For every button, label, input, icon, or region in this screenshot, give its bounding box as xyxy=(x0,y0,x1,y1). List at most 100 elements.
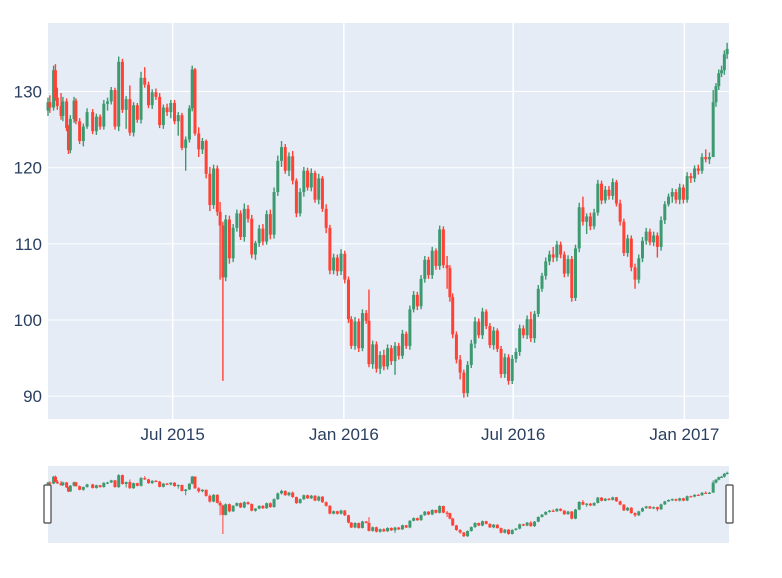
candle-body xyxy=(339,253,343,272)
mini-candle xyxy=(648,505,652,509)
candle-body xyxy=(276,160,280,193)
mini-candle-body xyxy=(438,506,442,513)
candle-increasing xyxy=(596,179,600,216)
mini-candle-body xyxy=(294,497,298,504)
mini-candle-body xyxy=(581,501,585,505)
candle-increasing xyxy=(711,90,715,158)
candle-body xyxy=(570,259,574,298)
candle-body xyxy=(637,258,641,280)
candle-increasing xyxy=(85,108,89,129)
candle-decreasing xyxy=(268,209,272,240)
mini-candle xyxy=(626,507,630,512)
candle-decreasing xyxy=(458,355,462,380)
mini-candle xyxy=(382,528,386,533)
candle-increasing xyxy=(378,351,382,375)
candle-body xyxy=(503,357,507,375)
mini-candle xyxy=(317,495,321,502)
mini-candle-body xyxy=(573,509,577,519)
candle-increasing xyxy=(46,97,50,116)
mini-candle-body xyxy=(378,529,382,532)
candle-body xyxy=(169,102,173,113)
candle-increasing xyxy=(637,254,641,284)
mini-candle xyxy=(644,505,648,509)
mini-candle-body xyxy=(423,511,427,516)
mini-candle-body xyxy=(91,484,95,488)
candle-body xyxy=(640,240,644,259)
candle-decreasing xyxy=(120,58,124,113)
candle-increasing xyxy=(585,213,589,234)
candle-body xyxy=(349,319,353,346)
candle-body xyxy=(317,178,321,200)
candle-increasing xyxy=(81,123,85,147)
candle-increasing xyxy=(720,65,724,78)
candle-body xyxy=(371,344,375,365)
mini-candle xyxy=(72,481,76,487)
mini-candle xyxy=(146,478,150,484)
mini-candle-body xyxy=(466,531,470,537)
candle-increasing xyxy=(573,244,577,301)
candle-body xyxy=(353,321,357,346)
mini-candle xyxy=(430,509,434,516)
candle-body xyxy=(547,254,551,262)
mini-candle-body xyxy=(696,494,700,497)
mini-candle xyxy=(360,520,364,529)
candle-decreasing xyxy=(283,144,287,174)
rangeslider-right-handle[interactable] xyxy=(725,484,734,524)
mini-candle xyxy=(469,526,473,532)
mini-candle-body xyxy=(204,489,208,496)
candle-body xyxy=(438,229,442,266)
mini-candle-body xyxy=(499,528,503,533)
candle-body xyxy=(551,254,555,258)
main-candles xyxy=(46,42,729,398)
mini-candle-body xyxy=(514,528,518,530)
candle-body xyxy=(484,311,488,327)
candle-decreasing xyxy=(655,232,659,258)
candle-body xyxy=(693,168,697,179)
mini-candle-body xyxy=(102,482,106,488)
mini-candle xyxy=(629,507,633,514)
mini-candle xyxy=(335,510,339,515)
mini-candle xyxy=(150,480,154,484)
rangeslider-background[interactable] xyxy=(48,466,729,543)
mini-candle-body xyxy=(722,473,726,477)
candle-body xyxy=(165,107,169,113)
mini-candle xyxy=(291,491,295,498)
mini-candle xyxy=(193,476,197,489)
candle-decreasing xyxy=(382,349,386,371)
candle-body xyxy=(81,126,85,142)
mini-candle-body xyxy=(503,529,507,533)
candle-decreasing xyxy=(173,99,177,125)
mini-candle xyxy=(91,483,95,489)
candle-increasing xyxy=(169,99,173,119)
mini-candle xyxy=(339,509,343,515)
mini-candle xyxy=(503,528,507,534)
rangeslider-left-handle[interactable] xyxy=(43,484,52,524)
mini-candle-body xyxy=(61,482,65,486)
candle-body xyxy=(235,213,239,228)
mini-candle-body xyxy=(510,529,514,534)
candle-body xyxy=(441,229,445,266)
mini-candle xyxy=(707,491,711,494)
mini-candle xyxy=(59,480,63,486)
candle-body xyxy=(200,141,204,150)
candle-body xyxy=(592,212,596,227)
mini-candle xyxy=(78,485,82,491)
candle-increasing xyxy=(492,326,496,350)
mini-candle-body xyxy=(681,498,685,501)
mini-candle-body xyxy=(98,485,102,488)
mini-candle-body xyxy=(335,511,339,514)
candle-increasing xyxy=(150,89,154,110)
mini-candle xyxy=(495,524,499,529)
mini-candle-body xyxy=(161,483,165,487)
mini-candle xyxy=(102,482,106,488)
mini-candle xyxy=(68,484,72,493)
mini-candle-body xyxy=(451,518,455,526)
candle-increasing xyxy=(68,115,72,154)
mini-candle xyxy=(343,509,347,517)
candle-body xyxy=(480,311,484,336)
candle-body xyxy=(239,213,243,237)
mini-candle-body xyxy=(547,510,551,512)
mini-candle-body xyxy=(261,505,265,509)
mini-candle-body xyxy=(367,522,371,531)
mini-candle xyxy=(349,522,353,529)
